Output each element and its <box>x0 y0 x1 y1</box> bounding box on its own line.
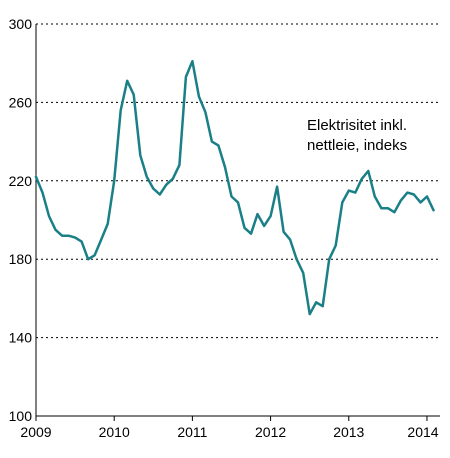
x-tick-label: 2011 <box>177 424 207 440</box>
gridlines <box>36 23 440 339</box>
y-tick-label: 140 <box>9 330 33 346</box>
series-annotation-line-2: nettleie, indeks <box>307 137 407 154</box>
y-tick-label: 180 <box>9 251 33 267</box>
x-tick-label: 2014 <box>407 424 438 440</box>
x-tick-label: 2013 <box>333 424 364 440</box>
y-tick-label: 100 <box>9 408 33 424</box>
series-group <box>34 59 435 316</box>
x-tick-labels: 2009 2010 2011 2012 2013 2014 <box>20 416 439 440</box>
series-annotation-line-1: Elektrisitet inkl. <box>307 117 407 134</box>
x-tick-label: 2012 <box>255 424 286 440</box>
y-tick-labels: 100 140 180 220 260 300 <box>9 16 33 424</box>
y-tick-label: 300 <box>9 16 33 32</box>
x-tick-label: 2009 <box>20 424 51 440</box>
y-tick-label: 260 <box>9 94 33 110</box>
series-line <box>34 59 435 316</box>
y-tick-label: 220 <box>9 173 33 189</box>
x-tick-label: 2010 <box>99 424 130 440</box>
